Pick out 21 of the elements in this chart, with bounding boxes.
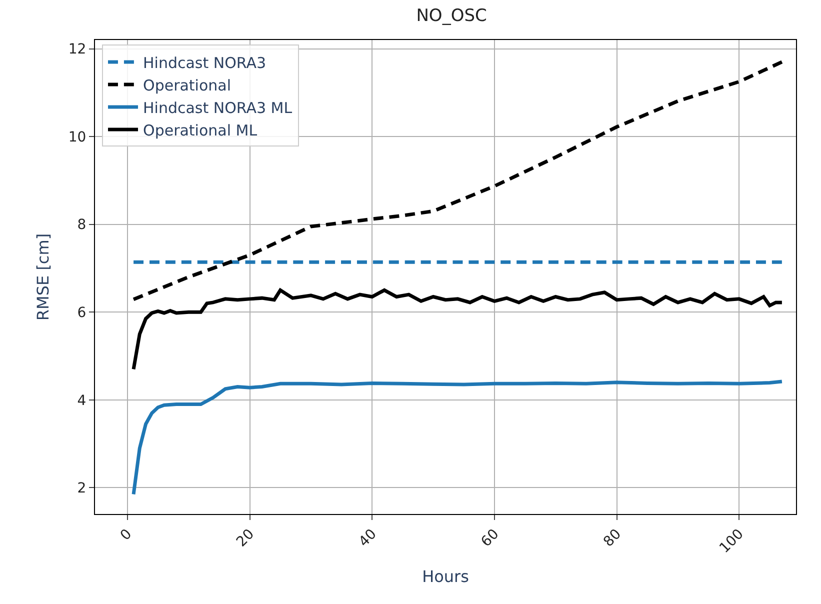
chart-title: NO_OSC — [416, 6, 487, 26]
x-tick-label: 20 — [234, 526, 258, 550]
y-tick-label: 12 — [68, 42, 86, 58]
legend-label: Operational — [143, 76, 232, 94]
y-tick-label: 4 — [77, 392, 86, 409]
x-tick-label: 60 — [478, 526, 502, 550]
x-tick-label: 0 — [118, 526, 136, 544]
line-series — [132, 380, 784, 496]
x-tick-label: 80 — [600, 526, 625, 550]
line-series — [132, 288, 784, 371]
y-tick-label: 8 — [77, 217, 86, 234]
legend-label: Hindcast NORA3 ML — [143, 98, 293, 117]
legend-label: Hindcast NORA3 — [143, 54, 266, 72]
y-axis-title: RMSE [cm] — [33, 233, 52, 321]
x-tick-label: 40 — [356, 526, 380, 550]
legend-label: Operational ML — [143, 121, 258, 140]
y-tick-label: 10 — [68, 129, 86, 146]
y-tick-label: 6 — [77, 305, 86, 322]
y-tick-label: 2 — [77, 480, 86, 497]
x-axis-title: Hours — [422, 567, 469, 586]
x-tick-label: 100 — [716, 526, 747, 556]
